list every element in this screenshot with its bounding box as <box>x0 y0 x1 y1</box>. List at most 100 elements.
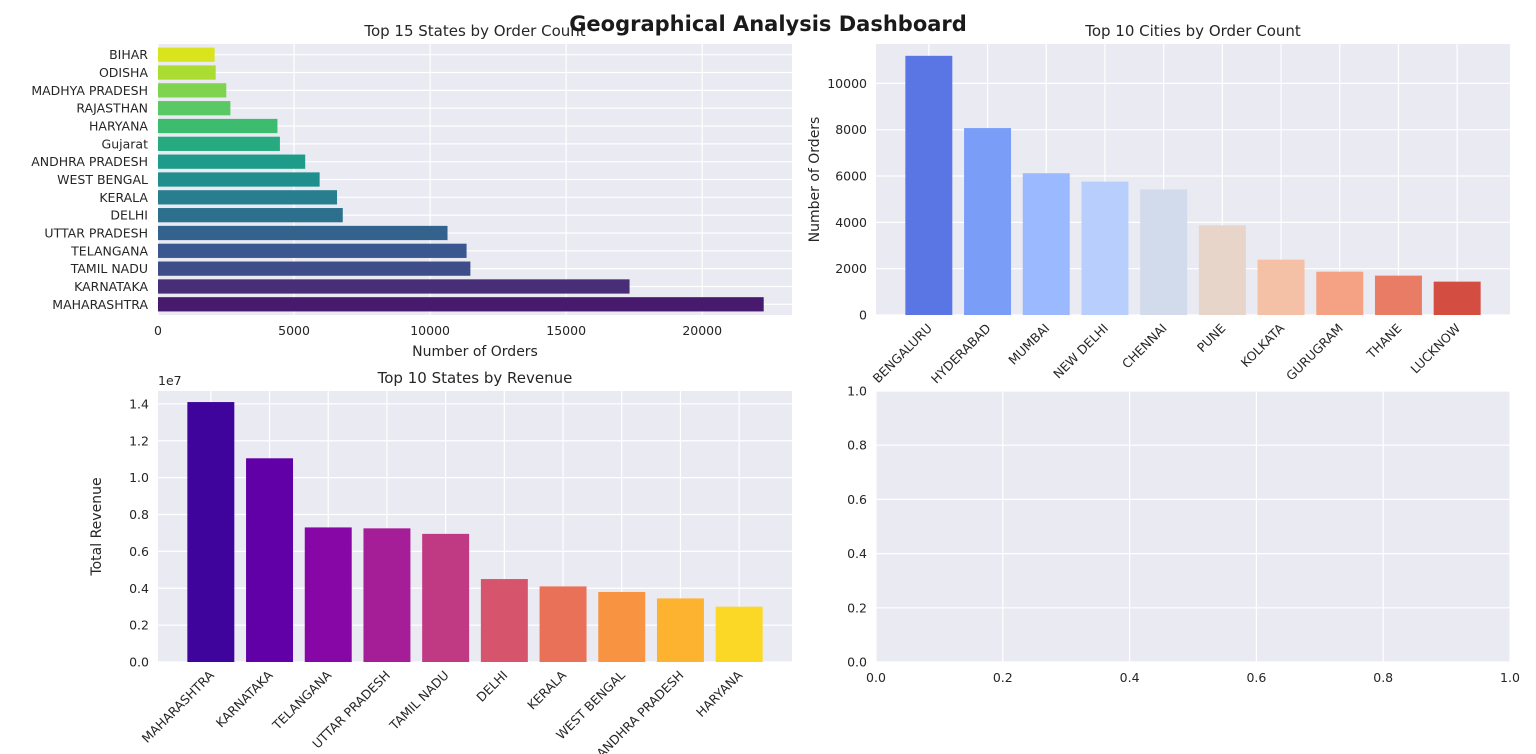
x-tick-label: 0.2 <box>993 670 1013 685</box>
bar-telangana <box>304 527 352 662</box>
bar-west-bengal <box>158 172 320 187</box>
x-tick-label: 10000 <box>410 323 450 338</box>
y-tick-label: 0.4 <box>847 546 867 561</box>
y-tick-label: ODISHA <box>99 65 148 80</box>
bar-delhi <box>158 208 343 223</box>
x-tick-label: KOLKATA <box>1238 320 1288 370</box>
bar-andhra-pradesh <box>656 598 704 662</box>
bar-bengaluru <box>905 55 953 316</box>
y-tick-label: TELANGANA <box>70 243 148 258</box>
x-tick-label: HARYANA <box>693 667 746 720</box>
bar-pune <box>1198 225 1246 315</box>
y-tick-label: 1.0 <box>847 384 867 399</box>
y-tick-label: 1.2 <box>129 433 149 448</box>
x-tick-label: LUCKNOW <box>1407 321 1463 377</box>
x-tick-label: 0 <box>154 323 162 338</box>
y-tick-label: 0.6 <box>847 492 867 507</box>
y-tick-label: Gujarat <box>102 136 149 151</box>
bar-tamil-nadu <box>158 261 471 276</box>
y-tick-label: ANDHRA PRADESH <box>31 154 148 169</box>
y-tick-label: BIHAR <box>109 47 148 62</box>
x-tick-label: 0.0 <box>866 670 886 685</box>
bar-lucknow <box>1433 281 1481 315</box>
x-tick-label: NEW DELHI <box>1050 321 1111 382</box>
bar-new-delhi <box>1081 181 1129 315</box>
y-tick-label: KERALA <box>99 190 148 205</box>
x-tick-label: HYDERABAD <box>928 321 994 387</box>
y-tick-label: 8000 <box>835 122 867 137</box>
x-tick-label: 0.6 <box>1246 670 1266 685</box>
x-tick-label: MAHARASHTRA <box>139 667 218 746</box>
bar-odisha <box>158 65 216 80</box>
bar-gujarat <box>158 136 280 151</box>
bar-telangana <box>158 243 467 258</box>
bar-karnataka <box>158 279 630 294</box>
x-tick-label: MUMBAI <box>1005 321 1052 368</box>
x-tick-label: CHENNAI <box>1119 321 1170 372</box>
bar-bihar <box>158 47 215 62</box>
x-tick-label: TELANGANA <box>269 667 335 733</box>
y-tick-label: MAHARASHTRA <box>52 297 148 312</box>
x-axis-label: Number of Orders <box>412 344 538 360</box>
plot-area <box>876 391 1510 662</box>
bar-hyderabad <box>964 128 1012 315</box>
y-tick-label: HARYANA <box>89 119 148 134</box>
bar-uttar-pradesh <box>158 225 448 241</box>
y-tick-label: 0.2 <box>847 600 867 615</box>
bar-andhra-pradesh <box>158 154 306 169</box>
x-tick-label: 15000 <box>546 323 586 338</box>
y-tick-label: TAMIL NADU <box>70 261 148 276</box>
x-tick-label: KERALA <box>524 667 569 712</box>
x-tick-label: BENGALURU <box>870 321 935 386</box>
bar-kolkata <box>1257 259 1305 315</box>
y-tick-label: UTTAR PRADESH <box>44 225 148 240</box>
dashboard-title: Geographical Analysis Dashboard <box>569 12 967 36</box>
y-tick-label: 0.2 <box>129 618 149 633</box>
x-tick-label: GURUGRAM <box>1283 321 1346 384</box>
bar-haryana <box>715 606 763 662</box>
states-revenue-panel: 0.0 0.2 0.4 0.6 0.8 1.0 1.2 1.4 MAHARASHTRAKARNA… <box>89 369 792 754</box>
bar-madhya-pradesh <box>158 83 227 98</box>
y-tick-label: 4000 <box>835 215 867 230</box>
y-tick-label: RAJASTHAN <box>76 101 148 116</box>
x-tick-label: KARNATAKA <box>213 667 276 730</box>
y-tick-label: 0.0 <box>847 655 867 670</box>
y-tick-label: 2000 <box>835 261 867 276</box>
bar-uttar-pradesh <box>363 528 411 662</box>
bar-thane <box>1374 275 1422 315</box>
bar-haryana <box>158 118 278 134</box>
cities-order-count-panel: 0 2000 4000 6000 8000 10000 BENGALURUHYDERABAD… <box>807 22 1510 386</box>
bar-karnataka <box>246 458 294 662</box>
y-tick-label: 0.8 <box>847 438 867 453</box>
y-tick-label: 0.0 <box>129 655 149 670</box>
bar-west-bengal <box>598 591 646 662</box>
x-tick-label: 5000 <box>278 323 310 338</box>
bar-kerala <box>539 586 587 662</box>
y-tick-label: 1.0 <box>129 470 149 485</box>
panel-title: Top 10 States by Revenue <box>377 369 573 387</box>
x-tick-label: PUNE <box>1194 320 1229 355</box>
y-tick-label: 0.6 <box>129 544 149 559</box>
y-axis-offset-label: 1e7 <box>158 373 182 388</box>
bar-maharashtra <box>158 297 764 312</box>
x-tick-label: DELHI <box>473 668 510 705</box>
bar-kerala <box>158 190 338 205</box>
x-tick-label: 0.4 <box>1120 670 1140 685</box>
y-tick-label: 0.8 <box>129 507 149 522</box>
y-axis-label: Number of Orders <box>807 117 823 243</box>
y-axis-label: Total Revenue <box>89 477 105 576</box>
states-order-count-panel: 0 5000 10000 15000 20000 MAHARASHTRA KARNATAKA… <box>31 22 792 360</box>
y-tick-label: 10000 <box>827 76 867 91</box>
y-tick-label: 1.4 <box>129 396 149 411</box>
y-tick-label: KARNATAKA <box>74 279 148 294</box>
x-tick-label: 1.0 <box>1500 670 1520 685</box>
y-tick-label: 0.4 <box>129 581 149 596</box>
bar-tamil-nadu <box>422 533 470 662</box>
panel-title: Top 10 Cities by Order Count <box>1084 22 1301 40</box>
bar-chennai <box>1140 189 1188 315</box>
bar-rajasthan <box>158 101 231 116</box>
bar-gurugram <box>1316 271 1364 315</box>
y-tick-label: WEST BENGAL <box>57 172 148 187</box>
panel-title: Top 15 States by Order Count <box>363 22 585 40</box>
